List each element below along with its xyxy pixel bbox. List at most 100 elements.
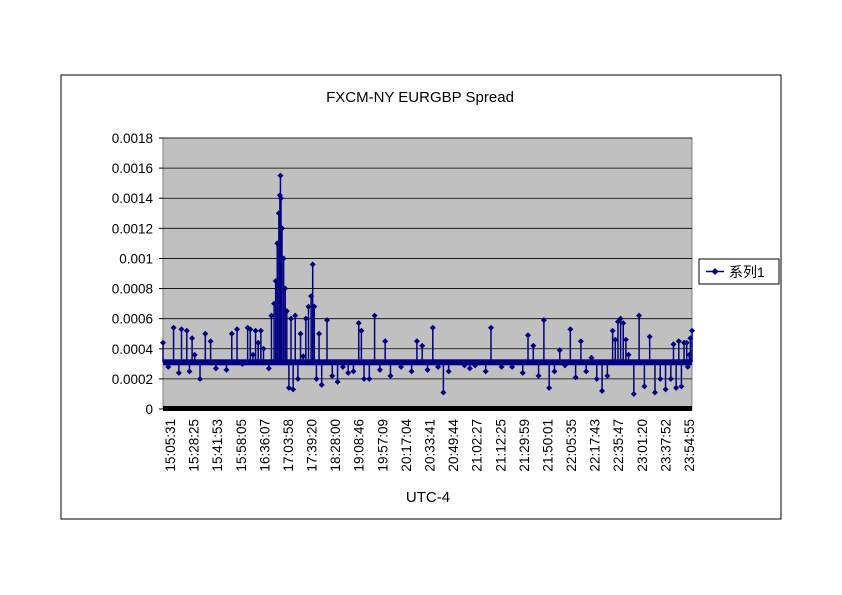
y-tick-label: 0.0006 xyxy=(112,312,153,327)
data-point xyxy=(466,365,473,372)
data-point xyxy=(376,366,383,373)
x-tick-label: 22:05:35 xyxy=(564,419,579,472)
data-point xyxy=(535,372,542,379)
data-point xyxy=(667,375,674,382)
data-point xyxy=(279,225,286,232)
data-point xyxy=(609,327,616,334)
data-point xyxy=(175,369,182,376)
data-point xyxy=(487,324,494,331)
data-point xyxy=(675,338,682,345)
data-point xyxy=(646,333,653,340)
data-point xyxy=(292,312,299,319)
data-point xyxy=(183,327,190,334)
data-point xyxy=(300,353,307,360)
data-point xyxy=(620,320,627,327)
data-point xyxy=(588,354,595,361)
data-point xyxy=(551,368,558,375)
data-point xyxy=(540,317,547,324)
data-point xyxy=(170,324,177,331)
data-point xyxy=(546,384,553,391)
data-point xyxy=(662,386,669,393)
data-point xyxy=(345,369,352,376)
data-point xyxy=(657,375,664,382)
data-point xyxy=(562,362,569,369)
data-point xyxy=(212,365,219,372)
data-point xyxy=(318,381,325,388)
data-point xyxy=(358,327,365,334)
data-point xyxy=(651,389,658,396)
data-point xyxy=(683,339,690,346)
data-point xyxy=(228,330,235,337)
x-tick-label: 22:17:43 xyxy=(588,419,603,472)
data-point xyxy=(630,390,637,397)
data-point xyxy=(234,326,241,333)
data-point xyxy=(260,345,267,352)
data-point xyxy=(445,368,452,375)
data-point xyxy=(283,308,290,315)
data-point xyxy=(408,368,415,375)
y-tick-label: 0.001 xyxy=(119,251,153,266)
data-point xyxy=(202,330,209,337)
data-point xyxy=(413,338,420,345)
data-point xyxy=(371,312,378,319)
x-tick-label: 21:29:59 xyxy=(517,419,532,472)
data-point xyxy=(472,362,479,369)
y-tick-label: 0.0016 xyxy=(112,161,153,176)
data-point xyxy=(440,389,447,396)
data-point xyxy=(350,368,357,375)
x-tick-label: 19:57:09 xyxy=(375,419,390,472)
data-point xyxy=(160,339,166,346)
gridlines xyxy=(163,137,692,380)
data-point xyxy=(673,384,680,391)
data-point xyxy=(265,365,272,372)
legend-label: 系列1 xyxy=(729,264,765,280)
data-point xyxy=(498,363,505,370)
data-point xyxy=(282,285,289,292)
x-axis-line xyxy=(163,406,692,411)
x-tick-label: 23:54:55 xyxy=(682,419,697,472)
data-point xyxy=(313,375,320,382)
data-point xyxy=(382,338,389,345)
data-point xyxy=(689,327,695,334)
x-tick-label: 21:02:27 xyxy=(470,419,485,472)
data-point xyxy=(207,338,214,345)
data-point xyxy=(197,375,204,382)
data-point xyxy=(189,335,196,342)
x-tick-label: 16:36:07 xyxy=(257,419,272,472)
data-point xyxy=(461,362,468,369)
x-tick-label: 15:05:31 xyxy=(163,419,178,472)
data-point xyxy=(583,368,590,375)
x-tick-label: 20:17:04 xyxy=(399,419,414,472)
y-tick-label: 0.0004 xyxy=(112,342,154,357)
data-point xyxy=(178,326,185,333)
data-point xyxy=(617,315,624,322)
data-point xyxy=(329,372,336,379)
data-point xyxy=(509,363,516,370)
y-tick-label: 0.0014 xyxy=(112,191,154,206)
data-point xyxy=(316,330,323,337)
series-1 xyxy=(160,172,695,397)
x-tick-label: 15:28:25 xyxy=(187,419,202,472)
data-point xyxy=(309,261,316,268)
legend: 系列1 xyxy=(698,258,780,285)
y-tick-label: 0.0008 xyxy=(112,282,153,297)
data-point xyxy=(239,360,246,367)
data-point xyxy=(622,336,629,343)
x-tick-label: 18:28:00 xyxy=(328,419,343,472)
data-point xyxy=(419,342,426,349)
x-axis-ticks: 15:05:31 15:28:25 15:41:53 15:58:05 16:36:07… xyxy=(163,419,697,472)
y-tick-label: 0 xyxy=(145,402,153,417)
data-point xyxy=(612,336,619,343)
data-point xyxy=(387,372,394,379)
data-point xyxy=(223,366,230,373)
data-point xyxy=(641,383,648,390)
x-tick-label: 19:08:46 xyxy=(352,419,367,472)
data-point xyxy=(572,374,579,381)
x-axis-title: UTC-4 xyxy=(406,489,450,506)
x-tick-label: 15:41:53 xyxy=(210,419,225,472)
data-point xyxy=(290,386,297,393)
data-point xyxy=(625,351,632,358)
data-point xyxy=(294,375,301,382)
data-point xyxy=(604,372,611,379)
